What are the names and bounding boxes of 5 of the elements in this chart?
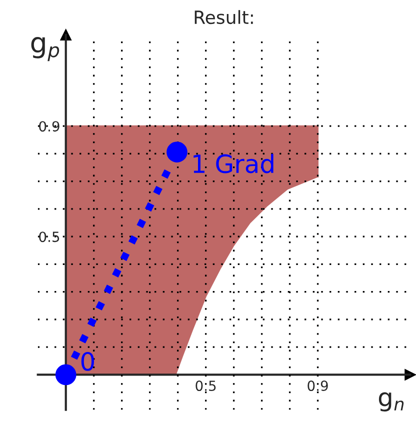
annotation: 1 Grad bbox=[194, 154, 274, 174]
y-axis-title: g$_{p}$ bbox=[31, 37, 60, 62]
x-axis-title: g$_{n}$ bbox=[378, 392, 404, 412]
annotation: 0 bbox=[81, 352, 94, 371]
chart-title: Result: bbox=[194, 10, 253, 24]
